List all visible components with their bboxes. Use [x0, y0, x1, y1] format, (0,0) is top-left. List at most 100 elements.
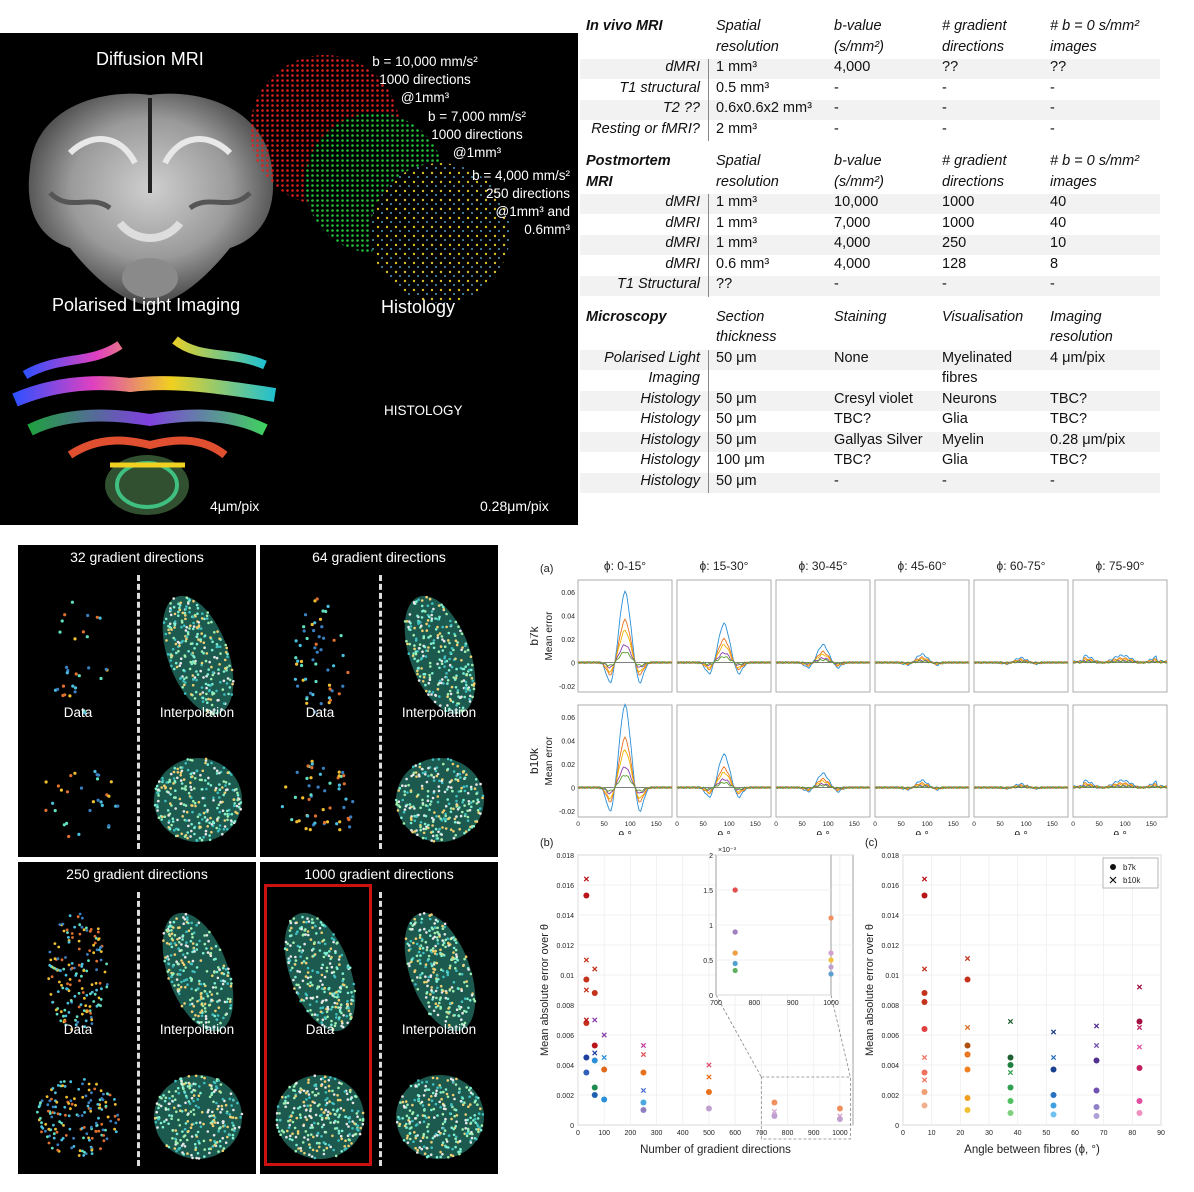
- data-points-image: [280, 597, 355, 832]
- direction-point: [58, 980, 61, 984]
- surface-point: [416, 1151, 419, 1154]
- panel-divider: [137, 575, 140, 849]
- surface-point: [218, 1139, 222, 1143]
- direction-point: [89, 1099, 93, 1102]
- surface-point: [467, 1129, 470, 1133]
- surface-point: [300, 1088, 303, 1092]
- surface-point: [428, 917, 432, 921]
- direction-point: [84, 1019, 88, 1023]
- surface-point: [194, 1014, 197, 1017]
- surface-point: [457, 987, 460, 990]
- surface-point: [186, 836, 189, 840]
- surface-point: [411, 765, 415, 769]
- b10k-point: [592, 1017, 598, 1023]
- surface-point: [333, 1024, 337, 1028]
- series-line: [874, 660, 970, 665]
- surface-point: [210, 710, 213, 714]
- surface-point: [423, 645, 427, 649]
- surface-point: [176, 938, 179, 941]
- surface-point: [197, 1014, 200, 1018]
- inset-point: [828, 950, 834, 956]
- surface-point: [170, 929, 173, 932]
- surface-point: [186, 983, 189, 986]
- surface-point: [336, 1108, 340, 1111]
- surface-point: [464, 644, 467, 647]
- surface-point: [431, 1091, 435, 1095]
- x-tick-label: 20: [956, 1130, 964, 1137]
- direction-point: [105, 985, 109, 989]
- surface-point: [420, 624, 423, 628]
- surface-point: [401, 1095, 404, 1098]
- surface-point: [477, 1128, 480, 1131]
- surface-point: [182, 979, 186, 982]
- surface-point: [209, 951, 213, 955]
- direction-point: [308, 828, 312, 832]
- surface-point: [164, 1096, 168, 1100]
- surface-point: [209, 816, 212, 820]
- surface-point: [168, 780, 172, 783]
- direction-point: [66, 987, 69, 991]
- surface-point: [190, 1153, 193, 1157]
- surface-point: [226, 655, 229, 659]
- direction-point: [310, 759, 314, 763]
- surface-point: [361, 1122, 365, 1126]
- surface-point: [423, 822, 427, 826]
- surface-point: [436, 625, 439, 629]
- surface-point: [176, 818, 179, 822]
- table-cell: In vivo MRI: [586, 18, 663, 34]
- surface-point: [309, 938, 313, 941]
- surface-point: [180, 787, 184, 790]
- surface-point: [458, 1007, 462, 1011]
- surface-point: [190, 1096, 194, 1100]
- direction-point: [92, 1000, 96, 1003]
- surface-point: [178, 1124, 182, 1127]
- surface-point: [307, 933, 310, 937]
- surface-point: [456, 779, 460, 783]
- surface-point: [430, 619, 433, 623]
- legend-box: [1102, 857, 1159, 889]
- direction-point: [70, 1028, 73, 1031]
- surface-point: [462, 1024, 466, 1027]
- direction-point: [295, 770, 299, 774]
- pli-image: [12, 336, 277, 515]
- direction-point: [79, 1003, 83, 1006]
- surface-point: [171, 817, 175, 820]
- surface-point: [441, 943, 445, 947]
- x-tick-label: 50: [600, 821, 608, 828]
- surface-point: [336, 1094, 339, 1097]
- surface-point: [213, 766, 216, 770]
- surface-point: [313, 941, 316, 944]
- surface-point: [315, 932, 318, 935]
- surface-point: [463, 1009, 466, 1013]
- surface-point: [435, 961, 439, 965]
- direction-point: [319, 648, 323, 652]
- x-tick-label: 50: [699, 821, 707, 828]
- direction-point: [48, 1099, 52, 1103]
- surface-point: [196, 815, 200, 819]
- surface-point: [325, 951, 329, 955]
- surface-point: [192, 931, 196, 935]
- surface-point: [210, 1114, 213, 1118]
- surface-point: [289, 944, 292, 947]
- surface-point: [346, 1098, 350, 1101]
- surface-point: [469, 785, 473, 789]
- direction-point: [38, 1101, 42, 1105]
- surface-point: [443, 645, 447, 648]
- series-line: [775, 653, 871, 667]
- data-label: Data: [305, 1022, 335, 1037]
- surface-point: [181, 611, 185, 615]
- surface-point: [432, 639, 436, 642]
- series-line: [973, 659, 1069, 665]
- surface-point: [318, 1103, 321, 1106]
- table-cell: Postmortem: [586, 153, 671, 169]
- surface-point: [344, 1147, 348, 1150]
- subplot-frame: [973, 579, 1069, 693]
- surface-point: [157, 816, 161, 820]
- b10k-point: [921, 966, 928, 972]
- surface-point: [193, 662, 197, 665]
- direction-point: [321, 808, 325, 812]
- direction-point: [105, 962, 108, 966]
- surface-point: [282, 1102, 286, 1105]
- surface-point: [468, 1132, 472, 1135]
- surface-point: [477, 1112, 481, 1115]
